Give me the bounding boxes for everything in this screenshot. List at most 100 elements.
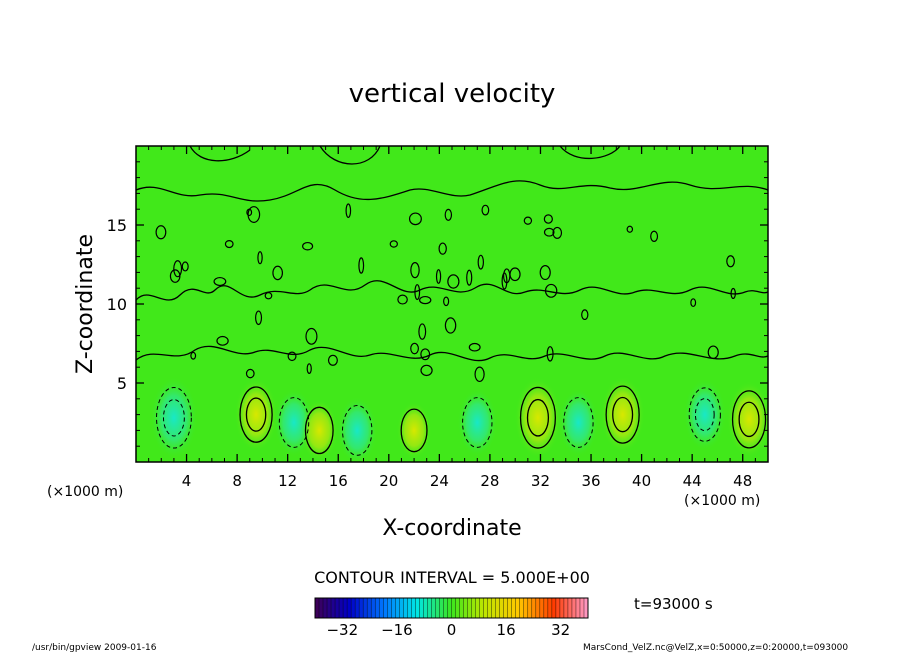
contour-island bbox=[190, 351, 197, 360]
footer-left: /usr/bin/gpview 2009-01-16 bbox=[32, 643, 157, 653]
colorbar-cell bbox=[391, 598, 396, 618]
contour-island bbox=[216, 335, 229, 346]
contour-island bbox=[481, 204, 490, 216]
colorbar-cell bbox=[467, 598, 472, 618]
colorbar-cell bbox=[483, 598, 488, 618]
contour-island bbox=[543, 227, 555, 237]
field-feature bbox=[300, 399, 338, 462]
field-feature bbox=[234, 377, 278, 452]
colorbar-cell bbox=[535, 598, 541, 618]
contour-interval: CONTOUR INTERVAL = 5.000E+00 bbox=[314, 568, 590, 587]
colorbar-cell bbox=[479, 598, 484, 618]
colorbar-cell bbox=[499, 598, 504, 618]
colorbar-cell bbox=[339, 598, 344, 618]
colorbar-cell bbox=[511, 598, 516, 618]
contour-island bbox=[707, 345, 719, 360]
contour-island bbox=[389, 240, 398, 248]
colorbar-cell bbox=[555, 598, 561, 618]
contour-island bbox=[474, 366, 485, 383]
contour-island bbox=[690, 298, 697, 308]
contour-island bbox=[435, 269, 442, 284]
contour-island bbox=[305, 327, 318, 345]
colorbar-cell bbox=[355, 598, 360, 618]
contour-island bbox=[539, 265, 551, 281]
colorbar-cell bbox=[507, 598, 512, 618]
x-tick-label: 40 bbox=[632, 472, 651, 490]
contour-ring bbox=[162, 399, 185, 437]
contour-island bbox=[327, 354, 338, 366]
colorbar-frame bbox=[314, 597, 589, 619]
colorbar-cell bbox=[531, 598, 537, 618]
field-feature bbox=[150, 377, 198, 459]
x-tick-label: 4 bbox=[182, 472, 192, 490]
colorbar-cell bbox=[319, 598, 324, 618]
contour-island bbox=[302, 241, 314, 251]
contour-island bbox=[397, 294, 408, 305]
colorbar-cell bbox=[575, 598, 581, 618]
contour-island bbox=[345, 203, 352, 218]
contour-island bbox=[477, 254, 485, 270]
time-label: t=93000 s bbox=[634, 595, 713, 613]
colorbar-cell bbox=[475, 598, 480, 618]
colorbar-cell bbox=[563, 598, 569, 618]
colorbar-cell bbox=[515, 598, 520, 618]
contour-island bbox=[410, 261, 420, 279]
colorbar-cell bbox=[547, 598, 553, 618]
field-blobs bbox=[150, 376, 768, 462]
colorbar-tick-label: −16 bbox=[381, 621, 413, 639]
chart-title: vertical velocity bbox=[349, 79, 556, 109]
colorbar-cell bbox=[519, 598, 524, 618]
contour-island bbox=[246, 208, 253, 217]
colorbar-cell bbox=[375, 598, 380, 618]
contour-ring bbox=[278, 397, 310, 448]
contour-island bbox=[650, 230, 659, 243]
colorbar-cell bbox=[447, 598, 452, 618]
colorbar-cell bbox=[407, 598, 412, 618]
colorbar-cell bbox=[551, 598, 557, 618]
colorbar-cell bbox=[471, 598, 476, 618]
colorbar-cell bbox=[443, 598, 448, 618]
contour-island bbox=[418, 323, 427, 340]
colorbar-cell bbox=[331, 598, 336, 618]
contour-island bbox=[224, 240, 234, 249]
contour-ring bbox=[519, 386, 557, 449]
contour-ring bbox=[738, 401, 760, 438]
field-feature bbox=[558, 389, 599, 456]
colorbar bbox=[314, 598, 589, 618]
colorbar-cell bbox=[463, 598, 468, 618]
colorbar-cell bbox=[423, 598, 428, 618]
contour-island bbox=[255, 310, 263, 326]
contour-islands bbox=[155, 203, 767, 456]
contour-ring bbox=[694, 398, 715, 432]
colorbar-cell bbox=[523, 598, 528, 618]
contour-ring bbox=[688, 387, 721, 442]
contour-island bbox=[626, 225, 634, 233]
contour-ring bbox=[563, 397, 594, 448]
colorbar-ticks: −32 −16 0 16 32 bbox=[326, 621, 570, 639]
x-unit-left: (×1000 m) bbox=[47, 484, 123, 500]
colorbar-cell bbox=[363, 598, 368, 618]
contour-island bbox=[726, 255, 735, 268]
colorbar-cell bbox=[403, 598, 408, 618]
colorbar-cell bbox=[383, 598, 388, 618]
x-tick-label: 12 bbox=[278, 472, 297, 490]
contour-island bbox=[466, 269, 473, 286]
colorbar-cell bbox=[455, 598, 460, 618]
x-unit-right: (×1000 m) bbox=[684, 493, 760, 509]
contour-island bbox=[730, 287, 736, 300]
colorbar-cell bbox=[347, 598, 352, 618]
colorbar-cell bbox=[351, 598, 356, 618]
contour-ring bbox=[612, 396, 634, 433]
contour-low-boundary bbox=[136, 345, 768, 362]
x-tick-label: 44 bbox=[683, 472, 702, 490]
contour-island bbox=[447, 274, 460, 289]
colorbar-tick-label: 0 bbox=[447, 621, 457, 639]
colorbar-cell bbox=[451, 598, 456, 618]
colorbar-cell bbox=[411, 598, 416, 618]
contour-island bbox=[257, 251, 263, 265]
x-tick-label: 20 bbox=[379, 472, 398, 490]
contour-island bbox=[420, 348, 431, 361]
y-axis: 5 10 15 bbox=[107, 161, 768, 447]
footer-right: MarsCond_VelZ.nc@VelZ,x=0:50000,z=0:2000… bbox=[583, 643, 848, 653]
